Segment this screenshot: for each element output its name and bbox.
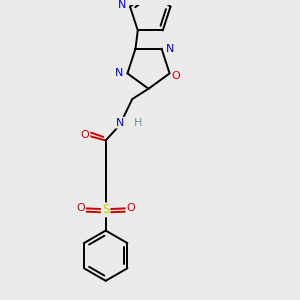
Text: O: O [172, 71, 181, 81]
Text: N: N [116, 118, 124, 128]
Text: H: H [134, 118, 142, 128]
Text: S: S [102, 203, 110, 216]
Text: N: N [115, 68, 123, 78]
Text: N: N [166, 44, 174, 54]
Text: O: O [76, 203, 85, 213]
Text: O: O [81, 130, 89, 140]
Text: N: N [118, 0, 126, 10]
Text: O: O [126, 203, 135, 213]
